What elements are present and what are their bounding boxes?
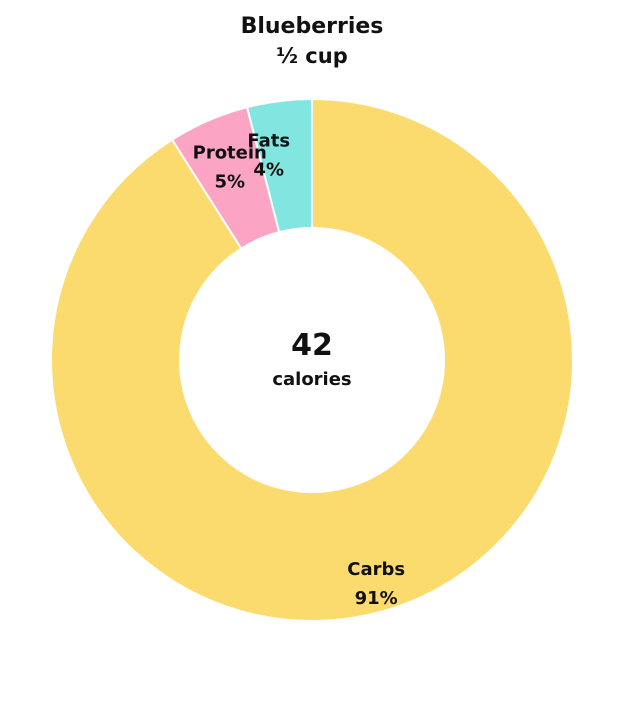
slice-percent-carbs: 91% bbox=[355, 588, 398, 609]
slice-label-carbs: Carbs bbox=[347, 559, 405, 580]
donut-slices bbox=[50, 97, 574, 622]
slice-label-protein: Protein bbox=[193, 143, 267, 164]
calories-value: 42 bbox=[291, 328, 333, 363]
chart-subtitle: ½ cup bbox=[276, 44, 348, 68]
calories-label: calories bbox=[272, 369, 351, 390]
slice-percent-protein: 5% bbox=[214, 172, 245, 193]
slice-fats bbox=[245, 97, 313, 234]
slice-labels: Carbs 91% Protein 5%Fats 4% bbox=[193, 130, 405, 608]
slice-carbs bbox=[50, 97, 574, 622]
slice-label-fats: Fats bbox=[247, 130, 290, 151]
slice-percent-fats: 4% bbox=[253, 159, 284, 180]
chart-title: Blueberries bbox=[240, 14, 384, 39]
